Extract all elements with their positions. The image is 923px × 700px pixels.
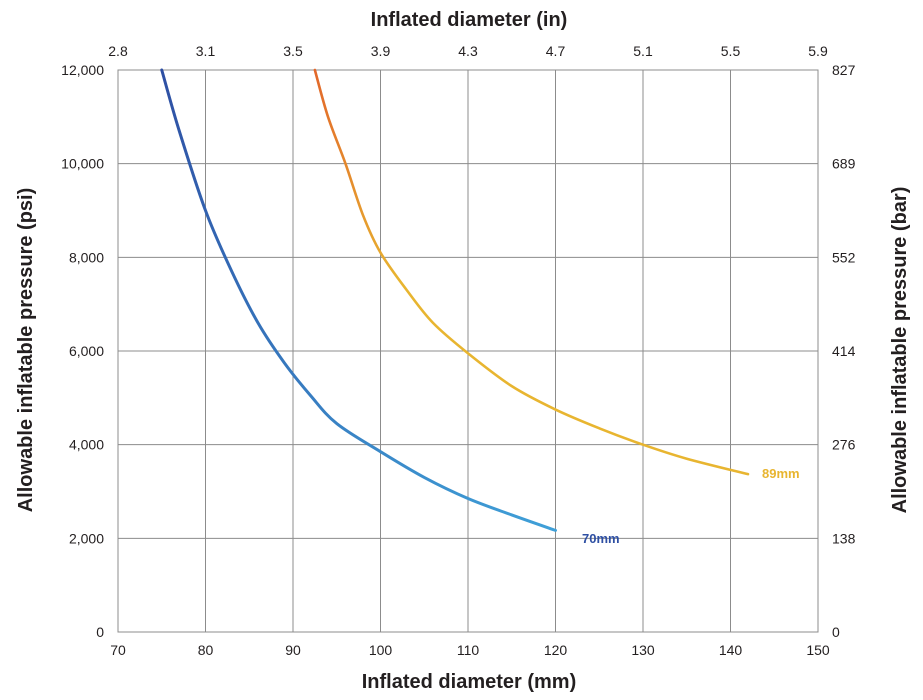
y-tick-label-right: 689 <box>832 156 856 172</box>
y-tick-label-left: 10,000 <box>61 156 104 172</box>
series-label-89mm: 89mm <box>762 466 800 481</box>
x-tick-label-bottom: 100 <box>369 642 393 658</box>
tick-labels: 70 2.8 80 3.1 90 3.5 100 3.9 110 4.3 120 4.7 130 5.1 1… <box>61 43 855 658</box>
x-tick-label-bottom: 150 <box>806 642 830 658</box>
y-tick-label-right: 414 <box>832 343 856 359</box>
left-axis-title: Allowable inflatable pressure (psi) <box>15 188 37 513</box>
right-axis-title: Allowable inflatable pressure (bar) <box>889 187 911 514</box>
x-tick-label-top: 5.9 <box>808 43 828 59</box>
x-tick-label-top: 5.5 <box>721 43 741 59</box>
y-tick-label-right: 276 <box>832 437 856 453</box>
x-tick-label-top: 4.3 <box>458 43 478 59</box>
x-tick-label-top: 3.1 <box>196 43 216 59</box>
y-tick-label-left: 4,000 <box>69 437 104 453</box>
top-axis-title: Inflated diameter (in) <box>371 9 568 31</box>
y-tick-label-left: 2,000 <box>69 530 104 546</box>
x-tick-label-bottom: 140 <box>719 642 743 658</box>
y-tick-label-left: 6,000 <box>69 343 104 359</box>
x-tick-label-bottom: 110 <box>457 642 480 658</box>
x-tick-label-bottom: 130 <box>631 642 655 658</box>
series-line-89mm <box>313 68 750 476</box>
x-tick-label-bottom: 120 <box>544 642 568 658</box>
y-tick-label-left: 0 <box>96 624 104 640</box>
x-tick-label-top: 2.8 <box>108 43 128 59</box>
x-tick-label-bottom: 90 <box>285 642 301 658</box>
x-tick-label-bottom: 70 <box>110 642 126 658</box>
x-tick-label-top: 3.9 <box>371 43 391 59</box>
series-line-70mm <box>160 68 557 532</box>
x-tick-label-top: 4.7 <box>546 43 566 59</box>
x-tick-label-bottom: 80 <box>198 642 214 658</box>
bottom-axis-title: Inflated diameter (mm) <box>362 671 576 693</box>
series-lines <box>160 68 750 532</box>
y-tick-label-left: 12,000 <box>61 62 104 78</box>
grid-lines <box>118 70 818 632</box>
y-tick-label-right: 138 <box>832 530 856 546</box>
y-tick-label-right: 0 <box>832 624 840 640</box>
y-tick-label-left: 8,000 <box>69 249 104 265</box>
y-tick-label-right: 552 <box>832 249 856 265</box>
y-tick-label-right: 827 <box>832 62 856 78</box>
plot-frame <box>117 69 819 633</box>
x-tick-label-top: 5.1 <box>633 43 653 59</box>
x-tick-label-top: 3.5 <box>283 43 303 59</box>
series-label-70mm: 70mm <box>582 531 620 546</box>
